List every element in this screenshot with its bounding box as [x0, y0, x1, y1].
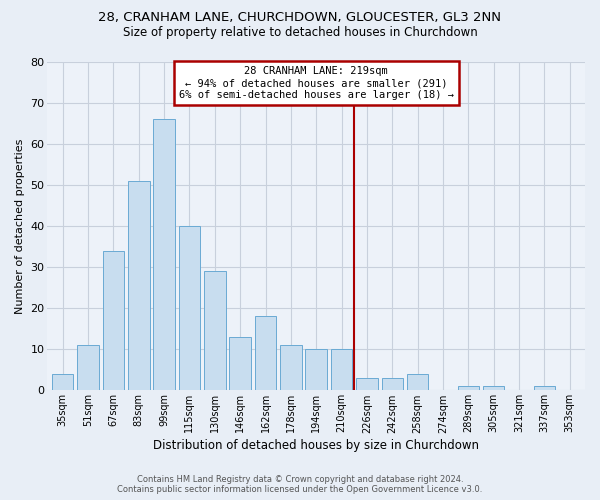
Text: 28 CRANHAM LANE: 219sqm
← 94% of detached houses are smaller (291)
6% of semi-de: 28 CRANHAM LANE: 219sqm ← 94% of detache…	[179, 66, 454, 100]
Bar	[382, 378, 403, 390]
Bar	[458, 386, 479, 390]
Bar	[154, 119, 175, 390]
Bar	[103, 250, 124, 390]
Bar	[356, 378, 378, 390]
Bar	[280, 345, 302, 391]
Y-axis label: Number of detached properties: Number of detached properties	[15, 138, 25, 314]
Bar	[305, 350, 327, 391]
Bar	[128, 180, 149, 390]
Bar	[407, 374, 428, 390]
Bar	[255, 316, 276, 390]
Text: Contains HM Land Registry data © Crown copyright and database right 2024.
Contai: Contains HM Land Registry data © Crown c…	[118, 474, 482, 494]
Bar	[331, 350, 352, 391]
X-axis label: Distribution of detached houses by size in Churchdown: Distribution of detached houses by size …	[153, 440, 479, 452]
Bar	[533, 386, 555, 390]
Bar	[52, 374, 73, 390]
Bar	[179, 226, 200, 390]
Bar	[204, 271, 226, 390]
Text: 28, CRANHAM LANE, CHURCHDOWN, GLOUCESTER, GL3 2NN: 28, CRANHAM LANE, CHURCHDOWN, GLOUCESTER…	[98, 11, 502, 24]
Bar	[77, 345, 99, 391]
Bar	[229, 337, 251, 390]
Text: Size of property relative to detached houses in Churchdown: Size of property relative to detached ho…	[122, 26, 478, 39]
Bar	[483, 386, 505, 390]
